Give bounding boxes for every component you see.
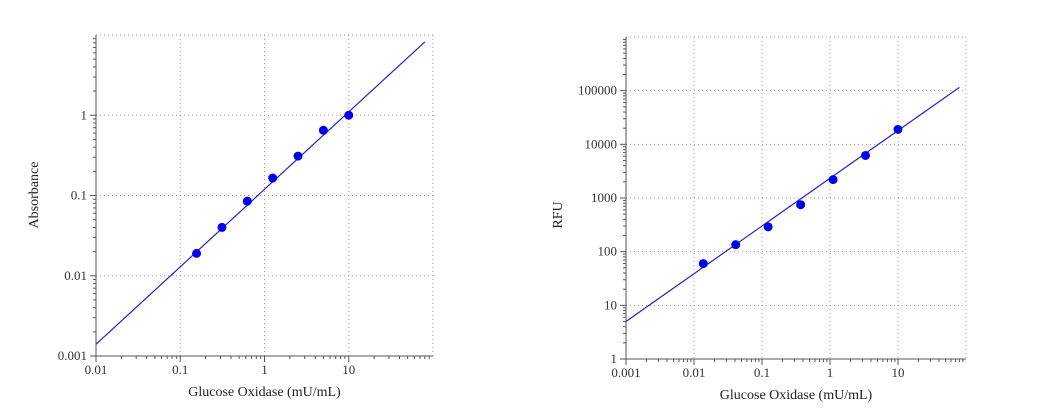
- x-tick-label: 0.01: [683, 365, 706, 380]
- x-tick-label: 1: [827, 365, 834, 380]
- x-tick-label: 1: [261, 362, 268, 377]
- fit-line: [625, 86, 960, 322]
- data-point: [293, 151, 303, 161]
- data-point: [318, 125, 328, 135]
- data-point: [731, 240, 741, 250]
- rfu-chart: 0.001 0.01 0.1 1 10 1 10 100 1000 10000 100000 Gluc…: [551, 36, 967, 403]
- y-tick-label: 100000: [578, 83, 617, 98]
- data-point: [763, 222, 773, 232]
- y-tick-label: 100: [598, 244, 618, 259]
- x-tick-label: 0.1: [754, 365, 770, 380]
- y-tick-label: 1: [81, 107, 88, 122]
- y-tick-label: 0.001: [58, 348, 87, 363]
- data-point: [698, 259, 708, 269]
- y-tick-label: 0.1: [71, 188, 87, 203]
- x-tick-label: 0.01: [85, 362, 108, 377]
- x-tick-label: 0.001: [611, 365, 640, 380]
- data-point: [828, 175, 838, 185]
- y-axis-title: Absorbance: [27, 162, 42, 229]
- y-tick-label: 10000: [585, 136, 618, 151]
- y-axis-title: RFU: [551, 201, 566, 228]
- x-tick-label: 10: [892, 365, 905, 380]
- y-tick-label: 10: [604, 297, 617, 312]
- data-point: [242, 196, 252, 206]
- data-point: [344, 110, 354, 120]
- x-tick-label: 0.1: [172, 362, 188, 377]
- data-point: [893, 124, 903, 134]
- data-point: [796, 200, 806, 210]
- data-point: [268, 173, 278, 183]
- data-point: [861, 150, 871, 160]
- data-point: [217, 222, 227, 232]
- x-axis-title: Glucose Oxidase (mU/mL): [188, 385, 341, 400]
- x-axis-title: Glucose Oxidase (mU/mL): [720, 388, 873, 403]
- data-point: [192, 248, 202, 258]
- y-tick-label: 1: [611, 351, 618, 366]
- x-tick-label: 10: [342, 362, 355, 377]
- y-tick-label: 0.01: [64, 268, 87, 283]
- fit-line: [95, 41, 426, 345]
- y-tick-label: 1000: [591, 190, 617, 205]
